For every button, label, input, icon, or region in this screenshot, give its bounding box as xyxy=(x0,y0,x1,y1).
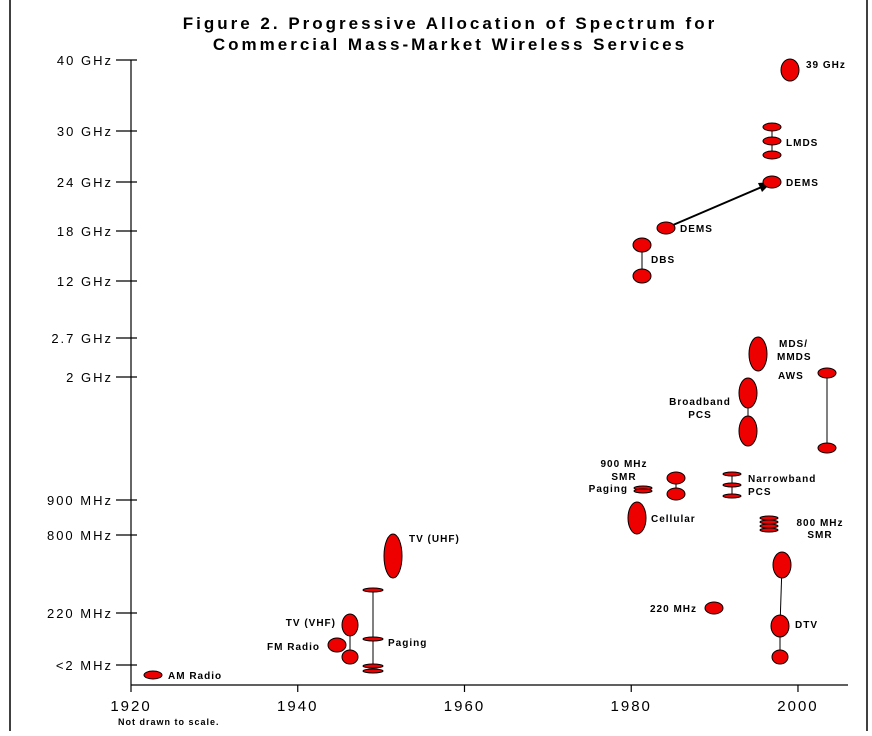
label-smr-1997: SMR xyxy=(807,530,832,541)
label-dtv-1998: DTV xyxy=(795,620,818,631)
label-900-mhz-1985: 900 MHz xyxy=(600,459,647,470)
label-dems-1998: DEMS xyxy=(786,178,819,189)
label-broadband-1994: Broadband xyxy=(669,397,731,408)
x-tick-label-1980: 1980 xyxy=(611,698,652,715)
marker-lmds-3 xyxy=(762,150,782,160)
label-800-mhz-1997: 800 MHz xyxy=(796,518,843,529)
service-labels: AM Radio FM Radio TV (VHF) Paging TV (UHF) DB… xyxy=(168,60,846,682)
label-am-radio-1923: AM Radio xyxy=(168,671,222,682)
marker-mhz-220-1 xyxy=(704,601,724,615)
label-220-mhz-1990: 220 MHz xyxy=(650,604,697,615)
label-aws-2004: AWS xyxy=(778,371,804,382)
marker-smr-800-4 xyxy=(759,527,779,533)
marker-broadband-pcs-1 xyxy=(738,377,758,409)
y-tick-label-40-ghz: 40 GHz xyxy=(57,53,113,68)
label-narrowband-1993: Narrowband xyxy=(748,474,816,485)
marker-lmds-1 xyxy=(762,122,782,132)
marker-smr-800-2 xyxy=(759,519,779,525)
y-tick-label-2-7-ghz: 2.7 GHz xyxy=(51,331,113,346)
label-dems-1985: DEMS xyxy=(680,224,713,235)
marker-aws-1 xyxy=(817,367,837,379)
x-ticks: 1920 1940 1960 1980 2000 xyxy=(110,685,818,715)
not-to-scale-note: Not drawn to scale. xyxy=(118,717,220,727)
label-tv-vhf-1947: TV (VHF) xyxy=(286,618,336,629)
marker-smr-900-1 xyxy=(666,471,686,485)
marker-am-radio-1 xyxy=(143,670,163,680)
marker-fm-radio-1 xyxy=(327,637,347,653)
marker-aws-2 xyxy=(817,442,837,454)
chart-subtitle: Commercial Mass-Market Wireless Services xyxy=(213,35,687,54)
markers xyxy=(143,58,837,680)
marker-paging-1950-4 xyxy=(362,668,384,674)
x-tick-label-2000: 2000 xyxy=(777,698,818,715)
y-tick-label-2-mhz: <2 MHz xyxy=(56,658,113,673)
label-smr-1985: SMR xyxy=(611,472,636,483)
dems-arrow-line xyxy=(665,185,765,229)
y-tick-label-18-ghz: 18 GHz xyxy=(57,224,113,239)
label-pcs-1993: PCS xyxy=(748,487,772,498)
marker-tv-vhf-2 xyxy=(341,649,359,665)
marker-dtv-1 xyxy=(772,551,792,579)
marker-smr-900-2 xyxy=(666,487,686,501)
marker-smr-800-3 xyxy=(759,523,779,529)
y-tick-label-2-ghz: 2 GHz xyxy=(66,370,113,385)
marker-narrowband-pcs-1 xyxy=(722,471,742,477)
label-tv-uhf-1952: TV (UHF) xyxy=(409,534,460,545)
marker-narrowband-pcs-3 xyxy=(722,493,742,499)
marker-narrowband-pcs-2 xyxy=(722,482,742,488)
marker-dbs-2 xyxy=(632,268,652,284)
y-tick-label-900-mhz: 900 MHz xyxy=(47,493,113,508)
y-tick-label-24-ghz: 24 GHz xyxy=(57,175,113,190)
label-pcs-1994: PCS xyxy=(688,410,712,421)
marker-tv-uhf-1 xyxy=(383,533,403,579)
label-cellular-1981: Cellular xyxy=(651,514,696,525)
y-tick-label-30-ghz: 30 GHz xyxy=(57,124,113,139)
marker-lmds-2 xyxy=(762,136,782,146)
marker-dtv-3 xyxy=(771,649,789,665)
marker-dbs-1 xyxy=(632,237,652,253)
marker-mds-mmds-1 xyxy=(748,336,768,372)
marker-broadband-pcs-2 xyxy=(738,415,758,447)
label-paging-1982: Paging xyxy=(589,484,628,495)
marker-smr-800-1 xyxy=(759,515,779,521)
y-tick-label-12-ghz: 12 GHz xyxy=(57,274,113,289)
label-mds-1996: MDS/ xyxy=(779,339,808,350)
marker-paging-1950-2 xyxy=(362,636,384,642)
y-tick-label-220-mhz: 220 MHz xyxy=(47,606,113,621)
marker-paging-1950-1 xyxy=(362,587,384,593)
marker-ghz-39-1 xyxy=(780,58,800,82)
y-tick-label-800-mhz: 800 MHz xyxy=(47,528,113,543)
label-fm-radio-1945: FM Radio xyxy=(267,642,320,653)
y-ticks: <2 MHz 220 MHz 800 MHz 900 MHz 2 GHz 2.7 GHz 1… xyxy=(47,53,137,673)
label-lmds-1998: LMDS xyxy=(786,138,818,149)
marker-paging-1982-2 xyxy=(633,488,653,494)
label-dbs-1982: DBS xyxy=(651,255,675,266)
label-39-ghz-2000: 39 GHz xyxy=(806,60,846,71)
marker-dems-1998-1 xyxy=(762,175,782,189)
marker-paging-1950-3 xyxy=(362,663,384,669)
marker-cellular-1 xyxy=(627,501,647,535)
marker-dtv-2 xyxy=(770,614,790,638)
x-tick-label-1920: 1920 xyxy=(110,698,151,715)
marker-dems-1985-1 xyxy=(656,221,676,235)
label-paging-1950: Paging xyxy=(388,638,427,649)
x-tick-label-1960: 1960 xyxy=(444,698,485,715)
marker-tv-vhf-1 xyxy=(341,613,359,637)
chart-title: Figure 2. Progressive Allocation of Spec… xyxy=(183,14,717,33)
label-mmds-1996: MMDS xyxy=(777,352,812,363)
x-tick-label-1940: 1940 xyxy=(277,698,318,715)
